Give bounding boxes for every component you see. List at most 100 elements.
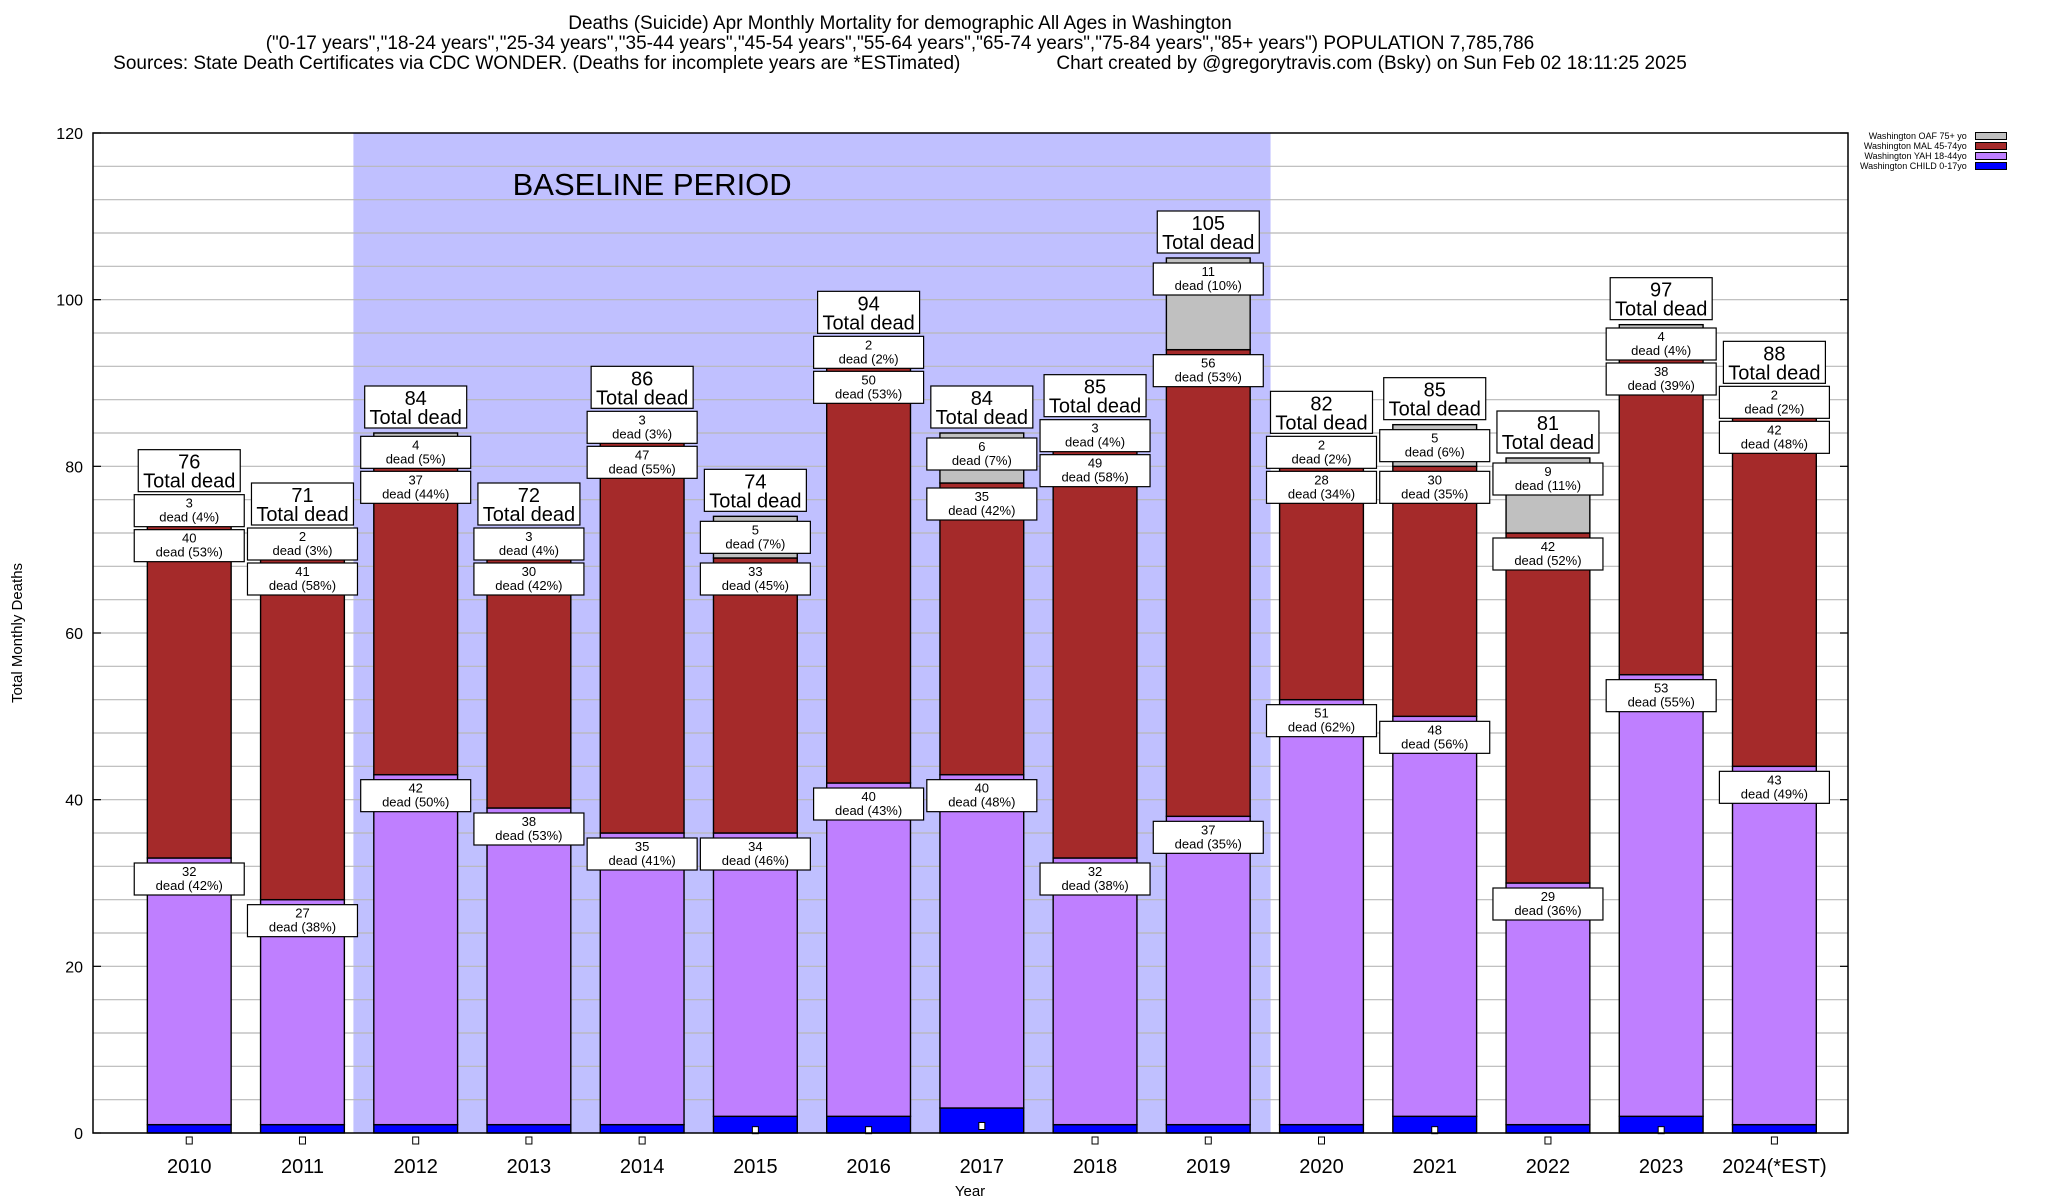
segment-label-box xyxy=(699,837,811,871)
bar-segment-mal xyxy=(1165,348,1251,818)
segment-label-box xyxy=(699,562,811,596)
segment-label-box xyxy=(133,529,245,563)
segment-label-box xyxy=(1039,419,1151,453)
legend-item: Washington MAL 45-74yo xyxy=(1860,141,2007,151)
segment-label-box xyxy=(360,435,472,469)
total-label-value: 84 xyxy=(405,388,427,410)
total-label-box xyxy=(1043,374,1147,418)
legend-label: Washington CHILD 0-17yo xyxy=(1860,161,1967,171)
segment-label-count: 11 xyxy=(1202,264,1216,279)
segment-label-count: 50 xyxy=(861,372,875,387)
segment-label-pct: dead (41%) xyxy=(609,853,676,868)
segment-label-count: 37 xyxy=(1201,822,1215,837)
bar-segment-yah xyxy=(1392,715,1478,1118)
segment-label-count: 30 xyxy=(1427,472,1441,487)
child-marker xyxy=(298,1136,306,1145)
total-label-suffix: Total dead xyxy=(370,407,462,429)
total-label-box xyxy=(590,365,694,409)
segment-label-pct: dead (4%) xyxy=(1065,435,1125,450)
segment-label-pct: dead (55%) xyxy=(609,461,676,476)
x-tick-label: 2016 xyxy=(846,1156,891,1178)
total-label-value: 84 xyxy=(971,388,993,410)
segment-label-count: 5 xyxy=(1431,431,1438,446)
segment-label-count: 9 xyxy=(1544,464,1551,479)
total-label-value: 105 xyxy=(1192,213,1225,235)
total-label-suffix: Total dead xyxy=(143,471,235,493)
segment-label-pct: dead (5%) xyxy=(386,451,446,466)
segment-label-pct: dead (34%) xyxy=(1288,486,1355,501)
total-label-suffix: Total dead xyxy=(822,312,914,334)
segment-label-pct: dead (4%) xyxy=(1631,343,1691,358)
total-label-box xyxy=(1609,277,1713,321)
segment-label-box xyxy=(473,812,585,846)
bar-segment-yah xyxy=(146,857,232,1126)
total-label-suffix: Total dead xyxy=(1275,412,1367,434)
bar-segment-yah xyxy=(486,807,572,1126)
segment-label-pct: dead (2%) xyxy=(1292,451,1352,466)
segment-label-count: 47 xyxy=(635,447,649,462)
x-tick-label: 2024(*EST) xyxy=(1722,1156,1827,1178)
segment-label-box xyxy=(1039,454,1151,488)
segment-label-pct: dead (56%) xyxy=(1401,736,1468,751)
segment-label-count: 5 xyxy=(752,522,759,537)
segment-label-pct: dead (48%) xyxy=(948,795,1015,810)
segment-label-box xyxy=(1718,770,1831,804)
bar-segment-mal xyxy=(1052,448,1138,859)
total-label-box xyxy=(1722,340,1827,384)
segment-label-pct: dead (39%) xyxy=(1628,378,1695,393)
total-label-suffix: Total dead xyxy=(596,387,688,409)
segment-label-pct: dead (7%) xyxy=(952,453,1012,468)
segment-label-count: 3 xyxy=(186,496,193,511)
chart-header: Deaths (Suicide) Apr Monthly Mortality f… xyxy=(0,14,1800,74)
segment-label-box xyxy=(246,904,359,938)
bar-segment-child xyxy=(1278,1123,1365,1134)
segment-label-pct: dead (42%) xyxy=(495,578,562,593)
segment-label-pct: dead (3%) xyxy=(272,543,332,558)
y-tick-label: 40 xyxy=(65,793,83,810)
segment-label-pct: dead (53%) xyxy=(156,545,223,560)
segment-label-count: 42 xyxy=(1767,422,1781,437)
segment-label-pct: dead (38%) xyxy=(1061,878,1128,893)
x-tick-label: 2012 xyxy=(393,1156,438,1178)
segment-label-count: 2 xyxy=(1771,387,1778,402)
total-label-suffix: Total dead xyxy=(1162,232,1254,254)
bar-segment-child xyxy=(1165,1123,1251,1134)
segment-label-box xyxy=(473,562,585,596)
segment-label-count: 51 xyxy=(1314,706,1328,721)
segment-label-box xyxy=(1379,429,1491,463)
total-label-box xyxy=(1496,410,1600,454)
legend-item: Washington OAF 75+ yo xyxy=(1860,131,2007,141)
total-label-value: 86 xyxy=(631,368,653,390)
segment-label-box xyxy=(1152,354,1264,388)
segment-label-count: 41 xyxy=(295,564,309,579)
segment-label-box xyxy=(699,520,811,554)
child-marker xyxy=(185,1136,193,1145)
segment-label-count: 29 xyxy=(1541,889,1555,904)
bar-segment-yah xyxy=(1618,673,1704,1118)
segment-label-count: 3 xyxy=(1091,421,1098,436)
child-marker xyxy=(1318,1136,1325,1145)
total-label-value: 85 xyxy=(1424,380,1446,402)
segment-label-count: 35 xyxy=(635,839,649,854)
bar-segment-mal xyxy=(1392,465,1478,718)
segment-label-pct: dead (53%) xyxy=(1175,370,1242,385)
